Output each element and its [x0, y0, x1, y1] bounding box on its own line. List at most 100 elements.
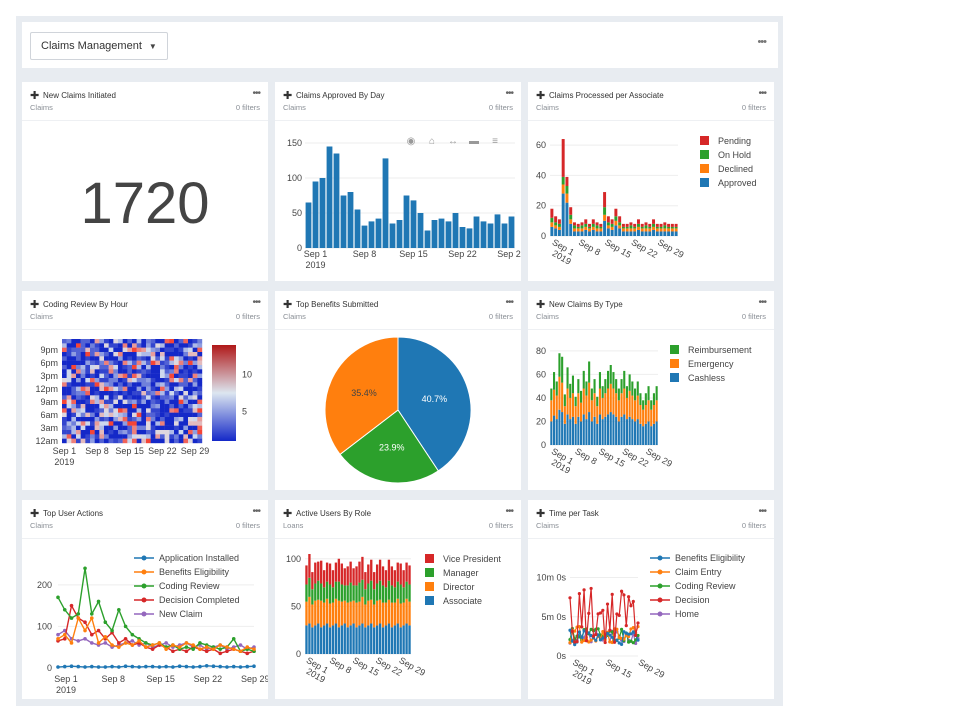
bar-segment[interactable]	[390, 627, 394, 654]
data-point[interactable]	[627, 634, 631, 639]
heatmap-cell[interactable]	[197, 412, 203, 418]
heatmap-cell[interactable]	[188, 399, 193, 405]
bar-segment[interactable]	[650, 426, 653, 445]
heatmap-cell[interactable]	[104, 365, 109, 370]
heatmap-cell[interactable]	[118, 434, 123, 439]
bar-segment[interactable]	[667, 226, 671, 229]
heatmap-cell[interactable]	[113, 352, 119, 357]
bar-segment[interactable]	[325, 598, 329, 624]
bar-segment[interactable]	[585, 395, 588, 420]
bar-segment[interactable]	[387, 599, 391, 624]
bar-segment[interactable]	[322, 587, 326, 603]
heatmap-cell[interactable]	[127, 417, 133, 422]
heatmap-cell[interactable]	[188, 395, 193, 400]
heatmap-cell[interactable]	[108, 408, 114, 413]
heatmap-cell[interactable]	[76, 369, 81, 374]
bar-segment[interactable]	[331, 570, 335, 588]
heatmap-cell[interactable]	[169, 391, 175, 396]
bar-segment[interactable]	[615, 379, 618, 394]
data-point[interactable]	[619, 627, 624, 631]
bar-segment[interactable]	[603, 220, 607, 236]
heatmap-cell[interactable]	[113, 373, 119, 379]
bar-segment[interactable]	[644, 231, 648, 236]
bar-segment[interactable]	[596, 423, 599, 445]
heatmap-cell[interactable]	[192, 360, 198, 366]
data-point[interactable]	[587, 640, 591, 644]
bar-segment[interactable]	[663, 231, 667, 236]
heatmap-cell[interactable]	[192, 382, 198, 387]
bar-segment[interactable]	[569, 214, 573, 220]
heatmap-cell[interactable]	[90, 421, 95, 426]
bar-segment[interactable]	[644, 393, 647, 405]
bar-segment[interactable]	[396, 598, 399, 624]
heatmap-cell[interactable]	[160, 438, 165, 444]
bar-segment[interactable]	[340, 584, 343, 602]
heatmap-cell[interactable]	[122, 382, 128, 387]
heatmap-cell[interactable]	[122, 352, 128, 357]
heatmap-cell[interactable]	[174, 438, 179, 444]
bar-segment[interactable]	[346, 627, 349, 654]
heatmap-cell[interactable]	[113, 412, 119, 418]
bar-segment[interactable]	[599, 226, 603, 229]
heatmap-cell[interactable]	[146, 417, 151, 422]
heatmap-cell[interactable]	[150, 408, 156, 413]
bar-segment[interactable]	[381, 566, 385, 586]
heatmap-cell[interactable]	[192, 369, 198, 374]
heatmap-cell[interactable]	[160, 395, 165, 400]
bar-segment[interactable]	[355, 585, 358, 603]
data-point[interactable]	[615, 638, 619, 642]
heatmap-cell[interactable]	[188, 425, 193, 431]
heatmap-cell[interactable]	[174, 356, 179, 361]
data-point[interactable]	[631, 641, 635, 645]
heatmap-cell[interactable]	[150, 365, 156, 370]
bar-segment[interactable]	[361, 579, 364, 597]
heatmap-cell[interactable]	[66, 430, 72, 435]
heatmap-cell[interactable]	[183, 430, 189, 435]
data-point[interactable]	[612, 640, 617, 644]
heatmap-cell[interactable]	[169, 421, 175, 426]
heatmap-cell[interactable]	[169, 425, 175, 431]
heatmap-cell[interactable]	[94, 417, 100, 422]
data-point[interactable]	[570, 629, 574, 633]
heatmap-cell[interactable]	[155, 391, 161, 396]
data-point[interactable]	[62, 607, 67, 612]
bar[interactable]	[382, 158, 389, 248]
bar-segment[interactable]	[550, 226, 554, 236]
bar-segment[interactable]	[607, 414, 610, 445]
heatmap-cell[interactable]	[90, 408, 95, 413]
data-point[interactable]	[610, 635, 614, 639]
heatmap-cell[interactable]	[118, 365, 123, 370]
heatmap-cell[interactable]	[136, 365, 142, 370]
bar-segment[interactable]	[561, 184, 565, 194]
heatmap-cell[interactable]	[174, 399, 179, 405]
heatmap-cell[interactable]	[76, 378, 81, 383]
data-point[interactable]	[150, 664, 155, 669]
heatmap-cell[interactable]	[76, 339, 81, 344]
bar-segment[interactable]	[595, 231, 599, 236]
heatmap-cell[interactable]	[169, 343, 175, 348]
heatmap-cell[interactable]	[141, 430, 147, 435]
heatmap-cell[interactable]	[197, 395, 203, 400]
data-point[interactable]	[598, 638, 603, 642]
heatmap-cell[interactable]	[104, 417, 109, 422]
heatmap-cell[interactable]	[62, 391, 67, 396]
bar-segment[interactable]	[364, 627, 367, 654]
heatmap-cell[interactable]	[99, 412, 105, 418]
bar-segment[interactable]	[337, 581, 341, 601]
heatmap-cell[interactable]	[76, 425, 81, 431]
heatmap-cell[interactable]	[62, 369, 67, 374]
bar-segment[interactable]	[334, 598, 338, 624]
heatmap-cell[interactable]	[141, 347, 147, 353]
heatmap-cell[interactable]	[104, 412, 109, 418]
bar-segment[interactable]	[572, 222, 576, 226]
bar-segment[interactable]	[582, 388, 585, 415]
bar-segment[interactable]	[337, 558, 341, 582]
heatmap-cell[interactable]	[183, 425, 189, 431]
card-filters[interactable]: 0 filters	[741, 521, 766, 530]
ellipsis-icon[interactable]: •••	[505, 88, 513, 99]
data-point[interactable]	[568, 641, 572, 645]
heatmap-cell[interactable]	[136, 347, 142, 353]
heatmap-cell[interactable]	[62, 352, 67, 357]
data-point[interactable]	[231, 664, 236, 669]
heatmap-cell[interactable]	[108, 434, 114, 439]
